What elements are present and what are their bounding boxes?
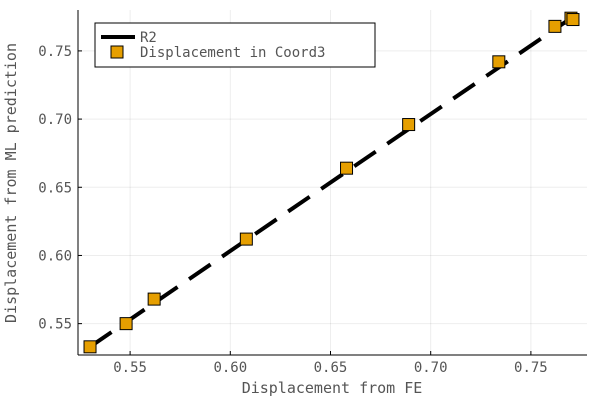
y-tick-label: 0.70 bbox=[38, 112, 72, 128]
x-tick-label: 0.75 bbox=[514, 360, 548, 376]
axes bbox=[77, 10, 587, 356]
y-tick-label: 0.75 bbox=[38, 44, 72, 60]
data-point bbox=[548, 19, 562, 33]
y-tick-label: 0.60 bbox=[38, 248, 72, 264]
data-point bbox=[239, 232, 253, 246]
legend: R2 Displacement in Coord3 bbox=[94, 22, 376, 68]
data-point bbox=[402, 118, 416, 132]
x-axis-label: Displacement from FE bbox=[242, 379, 423, 397]
legend-label-displacement: Displacement in Coord3 bbox=[140, 45, 325, 61]
data-point bbox=[147, 292, 161, 306]
legend-marker-swatch bbox=[110, 45, 124, 59]
y-tick-label: 0.55 bbox=[38, 317, 72, 333]
x-tick-label: 0.60 bbox=[213, 360, 247, 376]
x-tick-label: 0.65 bbox=[314, 360, 348, 376]
x-tick-label: 0.55 bbox=[113, 360, 147, 376]
data-point bbox=[566, 13, 580, 27]
data-point bbox=[83, 340, 97, 354]
data-point bbox=[340, 161, 354, 175]
y-tick-label: 0.65 bbox=[38, 180, 72, 196]
series bbox=[83, 11, 580, 354]
data-point bbox=[492, 55, 506, 69]
legend-label-r2: R2 bbox=[140, 30, 157, 46]
x-tick-label: 0.70 bbox=[414, 360, 448, 376]
y-axis-label: Displacement from ML prediction bbox=[2, 43, 20, 323]
ticks: 0.55 0.60 0.65 0.70 0.75 0.55 0.60 0.65 0.70 0.75 bbox=[38, 44, 547, 376]
legend-box bbox=[94, 22, 376, 68]
r2-line bbox=[88, 15, 575, 349]
data-point bbox=[119, 317, 133, 331]
